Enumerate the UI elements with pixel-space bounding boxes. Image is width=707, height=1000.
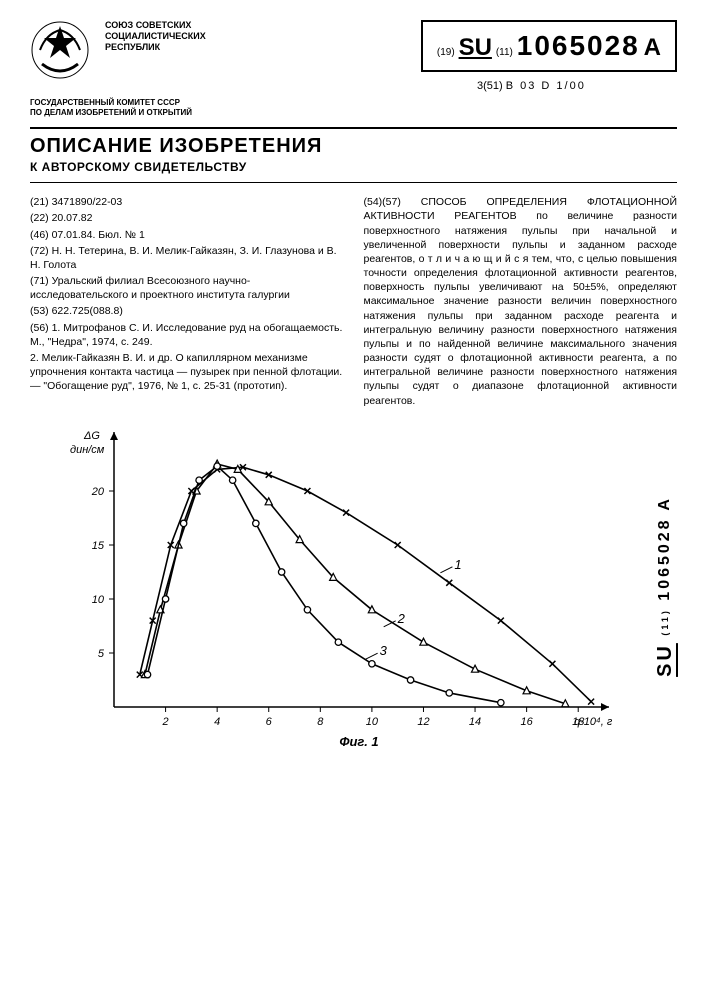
doc-number-box: (19) SU (11) 1065028 A — [421, 20, 677, 72]
side-su: SU — [654, 643, 676, 677]
field-72: (72) Н. Н. Тетерина, В. И. Мелик-Гайказя… — [30, 244, 344, 272]
field-71: (71) Уральский филиал Всесоюзного научно… — [30, 274, 344, 302]
prefix-11: (11) — [496, 47, 513, 58]
chart-figure: 246810121416185101520ΔGдин/смq·10⁴, гФиг… — [30, 422, 648, 752]
svg-text:10: 10 — [92, 594, 105, 606]
svg-text:12: 12 — [417, 716, 429, 728]
union-name: СОЮЗ СОВЕТСКИХ СОЦИАЛИСТИЧЕСКИХ РЕСПУБЛИ… — [105, 20, 225, 52]
field-21: (21) 3471890/22-03 — [30, 195, 344, 209]
union-line1: СОЮЗ СОВЕТСКИХ — [105, 20, 225, 31]
side-doc-number: SU (11) 1065028 A — [654, 496, 677, 677]
classification: 3(51) B 03 D 1/00 — [477, 80, 677, 92]
left-column: (21) 3471890/22-03 (22) 20.07.82 (46) 07… — [30, 195, 344, 410]
field-22: (22) 20.07.82 — [30, 211, 344, 225]
svg-text:2: 2 — [397, 611, 406, 626]
doc-number: 1065028 — [517, 30, 640, 61]
svg-text:14: 14 — [469, 716, 481, 728]
union-line3: РЕСПУБЛИК — [105, 42, 225, 53]
svg-text:Фиг. 1: Фиг. 1 — [339, 734, 378, 749]
svg-text:20: 20 — [91, 486, 105, 498]
svg-text:1: 1 — [454, 557, 461, 572]
svg-text:5: 5 — [98, 648, 105, 660]
side-sub: (11) — [660, 608, 670, 636]
committee-l1: ГОСУДАРСТВЕННЫЙ КОМИТЕТ СССР — [30, 98, 677, 108]
field-56a: (56) 1. Митрофанов С. И. Исследование ру… — [30, 321, 344, 349]
svg-text:2: 2 — [162, 716, 169, 728]
prefix-19: (19) — [437, 47, 455, 58]
union-line2: СОЦИАЛИСТИЧЕСКИХ — [105, 31, 225, 42]
doc-suffix: A — [644, 34, 661, 61]
patent-page: СОЮЗ СОВЕТСКИХ СОЦИАЛИСТИЧЕСКИХ РЕСПУБЛИ… — [0, 0, 707, 1000]
divider-1 — [30, 127, 677, 129]
field-56b: 2. Мелик-Гайказян В. И. и др. О капилляр… — [30, 351, 344, 394]
committee: ГОСУДАРСТВЕННЫЙ КОМИТЕТ СССР ПО ДЕЛАМ ИЗ… — [30, 98, 677, 117]
svg-text:8: 8 — [317, 716, 324, 728]
svg-text:10: 10 — [366, 716, 379, 728]
right-column: (54)(57) СПОСОБ ОПРЕДЕЛЕНИЯ ФЛОТАЦИОННОЙ… — [364, 195, 678, 410]
su-code: SU — [459, 34, 492, 61]
svg-text:16: 16 — [521, 716, 534, 728]
field-46: (46) 07.01.84. Бюл. № 1 — [30, 228, 344, 242]
svg-text:ΔG: ΔG — [83, 430, 100, 442]
svg-text:3: 3 — [380, 643, 388, 658]
ussr-emblem-icon — [30, 20, 90, 80]
title-main: ОПИСАНИЕ ИЗОБРЕТЕНИЯ — [30, 135, 677, 158]
svg-text:6: 6 — [266, 716, 273, 728]
committee-l2: ПО ДЕЛАМ ИЗОБРЕТЕНИЙ И ОТКРЫТИЙ — [30, 108, 677, 118]
class-prefix: 3(51) — [477, 80, 503, 92]
svg-text:дин/см: дин/см — [70, 444, 105, 456]
svg-text:15: 15 — [92, 540, 105, 552]
field-53: (53) 622.725(088.8) — [30, 304, 344, 318]
title-sub: К АВТОРСКОМУ СВИДЕТЕЛЬСТВУ — [30, 160, 677, 174]
side-num: 1065028 A — [656, 496, 673, 601]
divider-2 — [30, 182, 677, 183]
abstract-text: (54)(57) СПОСОБ ОПРЕДЕЛЕНИЯ ФЛОТАЦИОННОЙ… — [364, 195, 678, 408]
svg-text:q·10⁴, г: q·10⁴, г — [574, 716, 613, 728]
class-code: B 03 D 1/00 — [506, 80, 586, 92]
header-row: СОЮЗ СОВЕТСКИХ СОЦИАЛИСТИЧЕСКИХ РЕСПУБЛИ… — [30, 20, 677, 92]
svg-text:4: 4 — [214, 716, 220, 728]
chart-area: 246810121416185101520ΔGдин/смq·10⁴, гФиг… — [30, 422, 677, 752]
content-columns: (21) 3471890/22-03 (22) 20.07.82 (46) 07… — [30, 195, 677, 410]
